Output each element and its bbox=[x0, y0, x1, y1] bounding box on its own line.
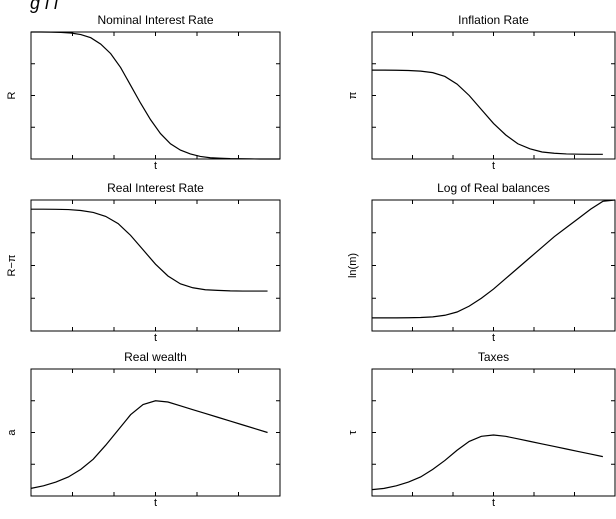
plot-frame bbox=[371, 368, 616, 497]
series-line-0 bbox=[372, 199, 616, 319]
chart-title: Real Interest Rate bbox=[107, 181, 204, 195]
series-line-0 bbox=[371, 434, 603, 491]
chart-title: Real wealth bbox=[124, 350, 187, 364]
chart-title: Inflation Rate bbox=[458, 13, 529, 27]
chart-panel-4: Real wealth t a bbox=[6, 350, 281, 509]
plot-frame bbox=[371, 31, 616, 160]
chart-title: Log of Real balances bbox=[437, 181, 550, 195]
plot-frame bbox=[30, 199, 281, 332]
series-line-0 bbox=[30, 400, 268, 489]
series-line-0 bbox=[372, 69, 603, 155]
series-line-0 bbox=[31, 208, 268, 292]
chart-panel-2: Real Interest Rate t R−π bbox=[6, 181, 281, 344]
x-axis-label: t bbox=[154, 497, 157, 509]
x-axis-label: t bbox=[492, 160, 495, 172]
x-axis-label: t bbox=[492, 332, 495, 344]
y-axis-label: a bbox=[6, 429, 18, 436]
y-axis-label: π bbox=[347, 91, 359, 99]
plot-frame bbox=[30, 31, 281, 160]
figure-caption-fragment: g l l bbox=[30, 0, 59, 13]
y-axis-label: R bbox=[6, 91, 18, 99]
x-axis-label: t bbox=[492, 497, 495, 509]
chart-title: Nominal Interest Rate bbox=[97, 13, 213, 27]
y-axis-label: ln(m) bbox=[347, 253, 359, 278]
series-line-0 bbox=[31, 31, 280, 160]
chart-panel-5: Taxes t τ bbox=[347, 350, 616, 509]
plot-frame bbox=[371, 199, 616, 332]
chart-title: Taxes bbox=[478, 350, 509, 364]
chart-panel-1: Inflation Rate t π bbox=[347, 13, 616, 172]
y-axis-label: R−π bbox=[6, 254, 18, 276]
chart-panel-3: Log of Real balances t ln(m) bbox=[347, 181, 616, 344]
x-axis-label: t bbox=[154, 332, 157, 344]
y-axis-label: τ bbox=[347, 430, 359, 435]
x-axis-label: t bbox=[154, 160, 157, 172]
chart-panel-0: Nominal Interest Rate t R bbox=[6, 13, 281, 172]
panels: Nominal Interest Rate t R Inflation Rate t π R… bbox=[6, 13, 616, 509]
